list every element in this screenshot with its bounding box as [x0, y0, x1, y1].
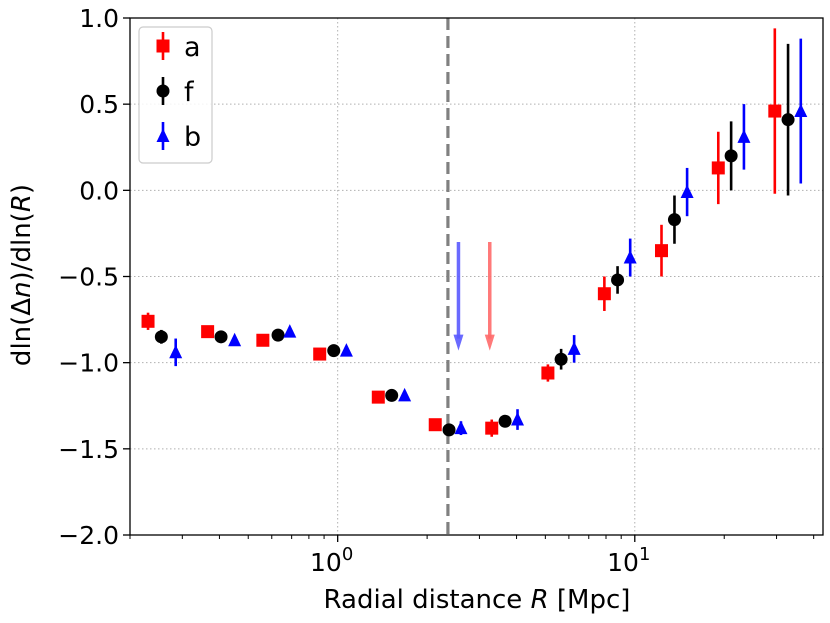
x-axis-label-part: [Mpc]: [549, 585, 631, 615]
x-axis-label-variable: R: [531, 585, 549, 615]
data-point: [711, 161, 725, 175]
y-axis-label-variable: R: [7, 194, 37, 212]
data-point: [371, 390, 385, 404]
y-tick-label: −1.0: [58, 349, 119, 378]
x-tick-label: 101: [607, 544, 650, 577]
data-point: [256, 333, 270, 347]
data-point: [611, 273, 625, 287]
data-point: [385, 388, 399, 402]
data-point: [567, 341, 581, 355]
data-point: [141, 314, 155, 328]
arrow-head: [484, 334, 495, 351]
data-point: [654, 244, 668, 258]
data-point: [214, 330, 228, 344]
data-point: [398, 387, 412, 402]
y-axis-label: dln(Δn)/dln(R): [7, 184, 37, 366]
data-point: [454, 420, 468, 435]
data-point: [271, 328, 285, 342]
x-tick-label-base: 10: [607, 548, 639, 577]
data-point: [781, 113, 795, 127]
x-axis-label-part: Radial distance: [324, 585, 531, 615]
data-point: [680, 184, 694, 199]
y-axis-label-variable: n: [7, 281, 37, 297]
arrow-head: [453, 334, 464, 351]
data-point: [724, 149, 738, 163]
legend-marker: [156, 39, 170, 53]
data-point: [667, 213, 681, 227]
data-point: [554, 352, 568, 366]
y-tick-label: 0.5: [79, 90, 119, 119]
data-point: [201, 325, 215, 339]
legend-marker: [156, 128, 170, 142]
data-point: [498, 414, 512, 428]
data-point: [339, 343, 353, 357]
data-point: [428, 418, 442, 432]
series-f: [154, 43, 795, 437]
legend-label: f: [184, 77, 195, 108]
data-point: [442, 423, 456, 437]
data-point: [313, 347, 327, 361]
x-tick-label-exponent: 1: [639, 544, 650, 565]
y-tick-label: −2.0: [58, 521, 119, 550]
x-tick-label: 100: [310, 544, 353, 577]
y-axis-label-part: ): [7, 184, 37, 194]
data-point: [283, 324, 297, 338]
legend: afb: [138, 26, 213, 164]
data-point: [169, 344, 183, 359]
data-point: [623, 250, 637, 264]
legend-label: b: [184, 122, 201, 153]
y-tick-label: 1.0: [79, 4, 119, 33]
y-axis-label-part: dln(Δ: [7, 298, 37, 366]
data-point: [794, 103, 808, 118]
data-point: [597, 287, 611, 301]
reference-markers: [446, 18, 495, 535]
legend-marker: [156, 84, 170, 98]
y-axis-label-part: )/dln(: [7, 212, 37, 281]
data-series: [141, 28, 808, 437]
data-point: [485, 421, 499, 435]
data-point: [541, 366, 555, 380]
data-point: [228, 332, 242, 347]
y-tick-label: −1.5: [58, 435, 119, 464]
data-point: [768, 104, 782, 118]
legend-label: a: [184, 32, 201, 63]
data-point: [154, 330, 168, 344]
x-tick-label-exponent: 0: [342, 544, 353, 565]
legend-box: [138, 26, 213, 164]
y-tick-label: 0.0: [79, 176, 119, 205]
series-b: [169, 38, 808, 436]
data-point: [327, 344, 341, 358]
x-axis-label: Radial distance R [Mpc]: [324, 585, 631, 615]
x-tick-label-base: 10: [310, 548, 342, 577]
y-tick-label: −0.5: [58, 263, 119, 292]
data-point: [737, 129, 751, 143]
series-a: [141, 28, 782, 437]
grid-lines: [130, 17, 823, 536]
data-point: [511, 412, 525, 426]
